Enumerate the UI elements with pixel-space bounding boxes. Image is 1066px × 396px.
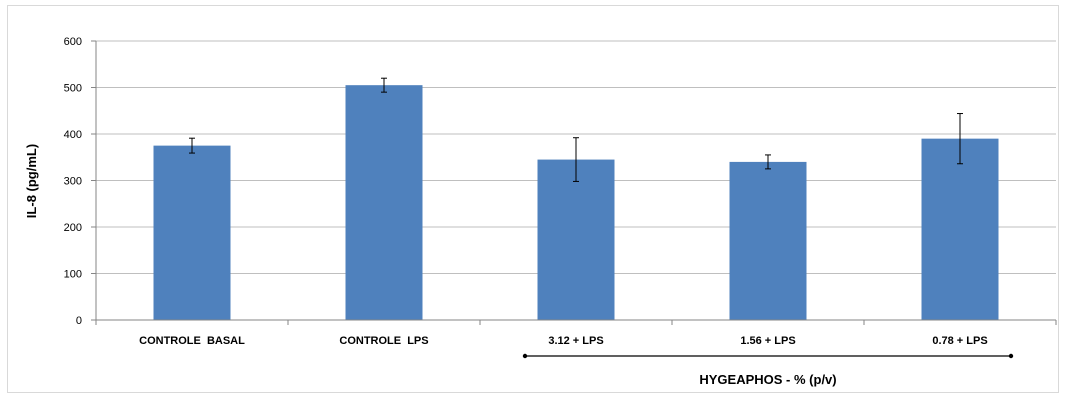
y-tick-labels: 0 100 200 300 400 500 600 (64, 36, 96, 327)
x-category-label: 1.56 + LPS (740, 335, 795, 347)
bar (154, 146, 231, 320)
bar (346, 85, 423, 320)
x-category-label: CONTROLE BASAL (139, 335, 245, 347)
x-category-labels: CONTROLE BASAL CONTROLE LPS 3.12 + LPS 1.56… (139, 335, 988, 347)
bar (922, 139, 999, 320)
error-bars (189, 78, 963, 181)
y-tick-label: 100 (64, 269, 82, 281)
y-tick-label: 0 (76, 315, 82, 327)
x-category-label: CONTROLE LPS (339, 335, 428, 347)
bar (730, 162, 807, 320)
x-category-label: 0.78 + LPS (932, 335, 987, 347)
group-label: HYGEAPHOS - % (p/v) (699, 372, 836, 387)
bar (538, 160, 615, 320)
group-bracket-left-dot (523, 354, 527, 358)
group-bracket-right-dot (1009, 354, 1013, 358)
bars (154, 85, 999, 320)
y-tick-label: 600 (64, 36, 82, 48)
x-category-label: 3.12 + LPS (548, 335, 603, 347)
y-tick-label: 300 (64, 176, 82, 188)
y-tick-label: 500 (64, 83, 82, 95)
y-tick-label: 400 (64, 129, 82, 141)
group-bracket: HYGEAPHOS - % (p/v) (523, 354, 1013, 387)
y-tick-label: 200 (64, 222, 82, 234)
y-axis-title: IL-8 (pg/mL) (24, 144, 39, 218)
